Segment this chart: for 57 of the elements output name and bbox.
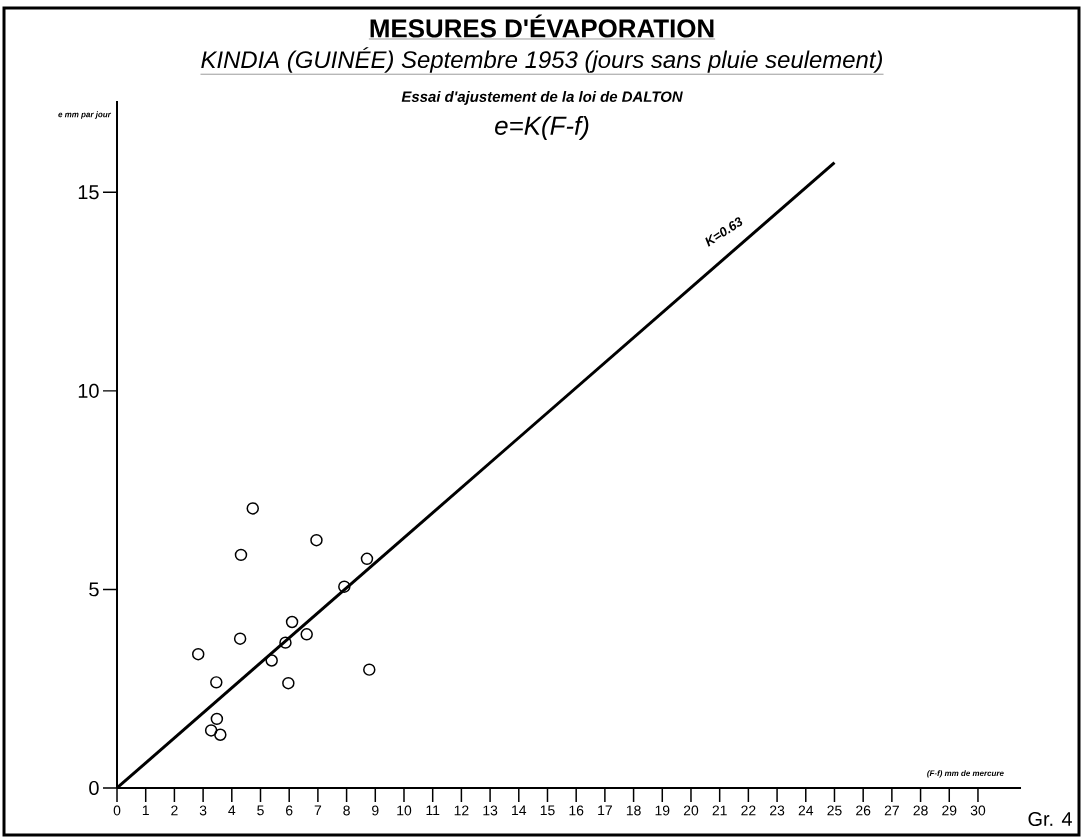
- x-tick-label: 11: [426, 805, 440, 816]
- x-tick-label: 22: [741, 805, 756, 816]
- x-tick-label: 27: [884, 805, 899, 816]
- x-tick-label: 26: [856, 805, 871, 816]
- point: [192, 647, 205, 661]
- y-tick-label: 5: [89, 582, 99, 597]
- y-tick-label: 15: [78, 185, 99, 200]
- x-tick-label: 28: [913, 805, 928, 816]
- x-tick-label: 30: [970, 805, 986, 816]
- x-tick-label: 19: [655, 805, 670, 816]
- text: Gr. 4: [1028, 811, 1072, 827]
- x-tick-label: 10: [397, 805, 412, 816]
- point: [360, 552, 374, 566]
- x-tick-label: 1: [142, 805, 149, 816]
- point: [282, 676, 295, 690]
- x-tick-label: 14: [512, 805, 527, 816]
- x-tick-label: 9: [372, 805, 379, 816]
- x-tick-label: 15: [540, 805, 555, 816]
- point: [363, 663, 376, 676]
- point: [338, 580, 351, 593]
- x-tick-label: 5: [257, 805, 264, 816]
- point: [246, 502, 259, 515]
- x-tick-label: 8: [343, 805, 350, 816]
- point: [265, 654, 278, 667]
- point: [233, 632, 247, 645]
- x-tick-label: 18: [626, 805, 641, 816]
- point: [279, 636, 292, 649]
- y-tick-label: 0: [89, 780, 99, 796]
- x-tick-label: 20: [683, 805, 699, 816]
- x-tick-label: 21: [712, 805, 727, 816]
- x-tick-label: 4: [228, 805, 236, 816]
- x-tick-label: 0: [113, 805, 121, 816]
- annotation: Essai d'ajustement de la loi de DALTON: [401, 91, 683, 105]
- point: [210, 712, 224, 726]
- x-tick-label: 2: [171, 805, 178, 816]
- x-tick-label: 12: [454, 805, 469, 816]
- y-tick-label: 10: [78, 383, 99, 398]
- x-tick-label: 24: [798, 805, 814, 816]
- chart-subtitle: KINDIA (GUINÉE) Septembre 1953 (jours sans pluie seulement): [201, 47, 882, 73]
- x-tick-label: 17: [598, 805, 612, 816]
- point: [204, 724, 218, 737]
- point: [310, 533, 323, 547]
- point: [210, 676, 223, 689]
- point: [234, 548, 248, 562]
- annotation: e=K(F-f): [495, 115, 589, 141]
- x-tick-label: 3: [199, 805, 207, 816]
- point: [214, 728, 227, 741]
- chart-title: MESURES D'ÉVAPORATION: [370, 14, 714, 38]
- x-tick-label: 25: [827, 805, 842, 816]
- x-tick-label: 23: [770, 805, 785, 816]
- x-tick-label: 6: [286, 805, 293, 816]
- x-tick-label: 29: [942, 805, 957, 816]
- x-tick-label: 16: [569, 805, 584, 816]
- x-tick-label: 13: [483, 805, 498, 816]
- point: [285, 615, 299, 629]
- point: [300, 628, 313, 641]
- x-tick-label: 7: [314, 805, 322, 816]
